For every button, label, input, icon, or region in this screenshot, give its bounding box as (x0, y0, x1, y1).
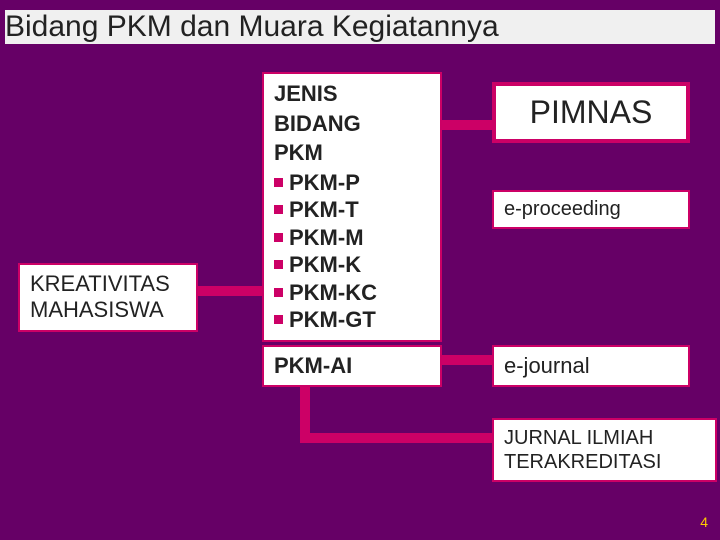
box-pkmai: PKM-AI (262, 345, 442, 387)
kreativitas-line1: KREATIVITAS (30, 271, 186, 297)
box-jurnal: JURNAL ILMIAH TERAKREDITASI (492, 418, 717, 482)
list-item: PKM-T (274, 196, 430, 224)
eproc-label: e-proceeding (504, 198, 621, 220)
connector-elbow-h (300, 433, 492, 443)
ejournal-label: e-journal (504, 353, 590, 378)
page-title: Bidang PKM dan Muara Kegiatannya (5, 10, 499, 43)
slide: Bidang PKM dan Muara Kegiatannya KREATIV… (0, 0, 720, 540)
item-label: PKM-M (289, 224, 364, 252)
item-label: PKM-K (289, 251, 361, 279)
list-item: PKM-KC (274, 279, 430, 307)
box-pimnas: PIMNAS (492, 82, 690, 143)
kreativitas-line2: MAHASISWA (30, 297, 186, 323)
connector-mid-right-top (442, 120, 492, 130)
jurnal-line2: TERAKREDITASI (504, 450, 705, 474)
item-label: PKM-KC (289, 279, 377, 307)
list-item: PKM-P (274, 169, 430, 197)
connector-left (198, 286, 262, 296)
pimnas-label: PIMNAS (530, 94, 653, 130)
item-label: PKM-GT (289, 306, 376, 334)
box-jenis: JENIS BIDANG PKM PKM-P PKM-T PKM-M PKM-K… (262, 72, 442, 342)
jenis-h3: PKM (274, 139, 430, 167)
page-number: 4 (700, 514, 708, 530)
bullet-icon (274, 178, 283, 187)
bullet-icon (274, 233, 283, 242)
jenis-h2: BIDANG (274, 110, 430, 138)
jenis-h1: JENIS (274, 80, 430, 108)
list-item: PKM-GT (274, 306, 430, 334)
title-area: Bidang PKM dan Muara Kegiatannya (5, 10, 715, 44)
box-eproceeding: e-proceeding (492, 190, 690, 229)
bullet-icon (274, 205, 283, 214)
connector-mid-right-bottom (442, 355, 492, 365)
item-label: PKM-P (289, 169, 360, 197)
list-item: PKM-K (274, 251, 430, 279)
bullet-icon (274, 315, 283, 324)
box-kreativitas: KREATIVITAS MAHASISWA (18, 263, 198, 332)
bullet-icon (274, 288, 283, 297)
list-item: PKM-M (274, 224, 430, 252)
bullet-icon (274, 260, 283, 269)
item-label: PKM-T (289, 196, 359, 224)
jurnal-line1: JURNAL ILMIAH (504, 426, 705, 450)
pkmai-label: PKM-AI (274, 353, 352, 378)
box-ejournal: e-journal (492, 345, 690, 387)
